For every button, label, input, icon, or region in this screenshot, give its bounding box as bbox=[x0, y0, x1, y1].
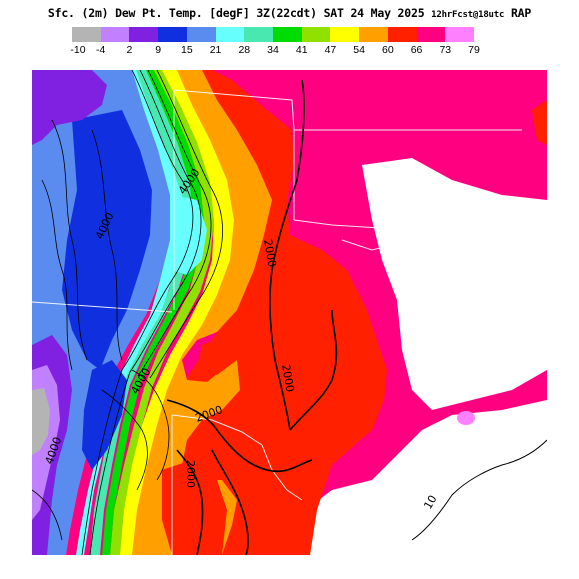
legend-labels: -10 -4 2 9 15 21 28 34 41 47 54 60 66 73 79 bbox=[0, 44, 579, 58]
field-cyan-patch bbox=[167, 195, 207, 275]
legend-swatch bbox=[273, 27, 302, 42]
field-green bbox=[102, 70, 204, 555]
field-yellow bbox=[117, 70, 234, 555]
legend-label: -10 bbox=[70, 44, 86, 56]
color-legend bbox=[72, 27, 475, 42]
contour-east bbox=[411, 439, 547, 541]
title-valid: 3Z(22cdt) SAT 24 May 2025 bbox=[256, 6, 425, 20]
field-red-corner bbox=[532, 100, 547, 145]
legend-swatch bbox=[100, 27, 130, 42]
legend-swatch bbox=[215, 27, 245, 42]
legend-label: 47 bbox=[324, 44, 337, 56]
legend-swatch bbox=[244, 27, 274, 42]
map-title: Sfc. (2m) Dew Pt. Temp. [degF] 3Z(22cdt)… bbox=[0, 6, 579, 20]
dewpoint-map: 4000 4000 2000 2000 2000 4000 4000 2000 … bbox=[32, 70, 547, 555]
contour-label: 2000 bbox=[279, 363, 297, 393]
field-deepblue bbox=[62, 110, 152, 370]
title-run: 12hrFcst@18utc bbox=[431, 10, 505, 20]
contour-label: 2000 bbox=[261, 238, 279, 268]
legend-swatch bbox=[186, 27, 216, 42]
contour-label: 10 bbox=[421, 493, 439, 512]
field-white-patch bbox=[362, 158, 547, 410]
legend-swatch bbox=[129, 27, 159, 42]
legend-label: 73 bbox=[439, 44, 452, 56]
height-contours-major bbox=[166, 79, 338, 555]
map-canvas: 4000 4000 2000 2000 2000 4000 4000 2000 … bbox=[32, 70, 547, 555]
field-teal bbox=[90, 70, 192, 555]
field-deepblue-south bbox=[82, 360, 127, 470]
legend-label: 15 bbox=[181, 44, 193, 56]
field-gray bbox=[32, 388, 50, 455]
field-red-inner bbox=[197, 335, 242, 375]
legend-label: 2 bbox=[126, 44, 133, 56]
legend-swatch bbox=[416, 27, 446, 42]
field-red-lower bbox=[162, 460, 227, 555]
legend-swatch bbox=[158, 27, 187, 42]
legend-swatch bbox=[387, 27, 417, 42]
field-white-lower bbox=[282, 400, 547, 555]
legend-label: 54 bbox=[353, 44, 365, 56]
legend-label: -4 bbox=[96, 44, 106, 56]
legend-label: 34 bbox=[267, 44, 279, 56]
field-purple bbox=[32, 70, 107, 145]
legend-label: 79 bbox=[468, 44, 480, 56]
height-contours bbox=[32, 70, 223, 555]
field-pink-spot bbox=[457, 411, 475, 425]
title-model: RAP bbox=[510, 6, 532, 20]
title-product: Sfc. (2m) Dew Pt. Temp. [degF] bbox=[47, 6, 250, 20]
field-lightgreen bbox=[110, 70, 214, 555]
legend-swatch bbox=[72, 27, 101, 42]
legend-swatch bbox=[301, 27, 331, 42]
legend-swatch bbox=[445, 27, 475, 42]
legend-swatch bbox=[330, 27, 360, 42]
contour-label: 2000 bbox=[184, 460, 197, 488]
legend-label: 21 bbox=[209, 44, 222, 56]
legend-label: 28 bbox=[238, 44, 251, 56]
legend-swatch bbox=[359, 27, 388, 42]
legend-label: 9 bbox=[155, 44, 162, 56]
legend-label: 41 bbox=[295, 44, 308, 56]
legend-label: 60 bbox=[382, 44, 394, 56]
legend-label: 66 bbox=[410, 44, 423, 56]
